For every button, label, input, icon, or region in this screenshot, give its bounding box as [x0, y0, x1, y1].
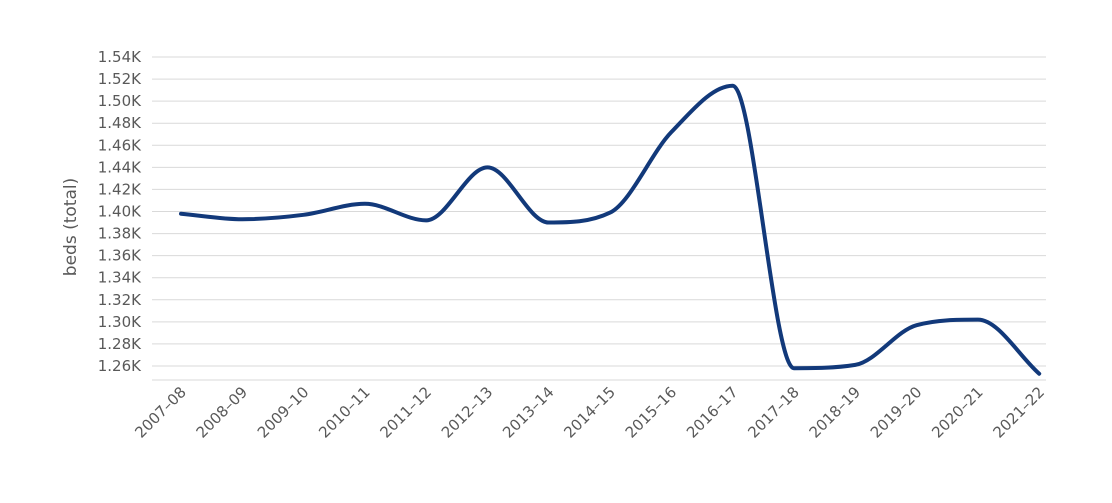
data-point — [792, 366, 796, 370]
y-tick-label: 1.40K — [98, 203, 142, 221]
y-tick-label: 1.38K — [98, 225, 142, 243]
data-point — [547, 221, 551, 225]
x-tick-label: 2017–18 — [744, 383, 803, 442]
y-axis-label: beds (total) — [61, 178, 81, 276]
y-tick-label: 1.28K — [98, 335, 142, 353]
x-tick-label: 2009–10 — [254, 383, 313, 442]
x-tick-label: 2014–15 — [560, 383, 619, 442]
series-line — [179, 83, 1042, 376]
data-point — [976, 318, 980, 322]
y-tick-label: 1.26K — [98, 357, 142, 375]
data-point — [1037, 372, 1041, 376]
y-axis-ticks: 1.26K 1.28K 1.30K 1.32K 1.34K 1.36K 1.38K 1.40K… — [98, 48, 142, 375]
x-tick-label: 2016–17 — [683, 383, 742, 442]
y-tick-label: 1.44K — [98, 158, 142, 176]
data-point — [486, 165, 490, 169]
gridlines — [152, 56, 1046, 381]
data-point — [731, 84, 735, 88]
data-point — [424, 218, 428, 222]
y-tick-label: 1.50K — [98, 92, 142, 110]
x-tick-label: 2019–20 — [867, 383, 926, 442]
series-layer — [179, 83, 1042, 376]
data-point — [240, 217, 244, 221]
x-tick-label: 2013–14 — [499, 383, 558, 442]
data-point — [853, 363, 857, 367]
x-tick-label: 2015–16 — [622, 383, 681, 442]
y-tick-label: 1.52K — [98, 70, 142, 88]
data-point — [302, 213, 306, 217]
data-point — [608, 211, 612, 215]
y-tick-label: 1.32K — [98, 291, 142, 309]
x-tick-label: 2010–11 — [315, 383, 374, 442]
data-point — [915, 323, 919, 327]
y-tick-label: 1.54K — [98, 48, 142, 66]
y-tick-label: 1.42K — [98, 180, 142, 198]
data-point — [669, 130, 673, 134]
x-tick-label: 2008–09 — [193, 383, 252, 442]
x-tick-label: 2018–19 — [806, 383, 865, 442]
y-tick-label: 1.36K — [98, 247, 142, 265]
x-axis-ticks: 2007–08 2008–09 2009–10 2010–11 2011–12 2012–… — [131, 383, 1048, 442]
y-tick-label: 1.48K — [98, 114, 142, 132]
y-tick-label: 1.34K — [98, 269, 142, 287]
x-tick-label: 2021–22 — [990, 383, 1049, 442]
y-tick-label: 1.30K — [98, 313, 142, 331]
x-tick-label: 2012–13 — [438, 383, 497, 442]
x-tick-label: 2011–12 — [377, 383, 436, 442]
x-tick-label: 2007–08 — [131, 383, 190, 442]
data-point — [363, 202, 367, 206]
data-point — [179, 212, 183, 216]
x-tick-label: 2020–21 — [928, 383, 987, 442]
y-tick-label: 1.46K — [98, 136, 142, 154]
